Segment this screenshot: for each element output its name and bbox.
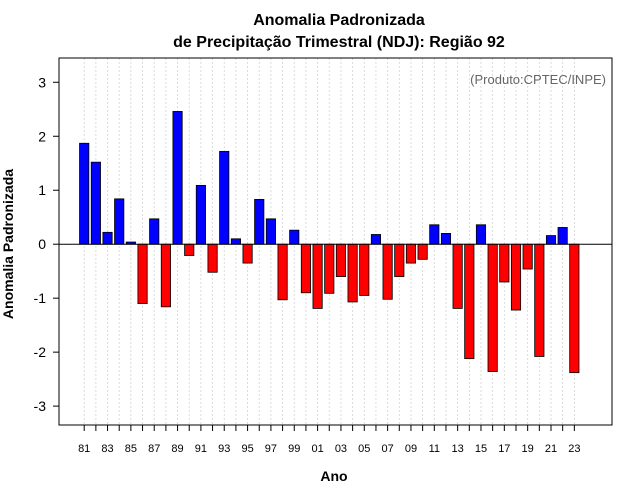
x-tick-label: 93 xyxy=(218,443,230,455)
plot-frame xyxy=(58,57,613,426)
bar-00 xyxy=(300,243,311,294)
y-tick-label: 1 xyxy=(38,182,46,198)
x-tick-label: 23 xyxy=(568,443,580,455)
bar-99 xyxy=(289,229,300,245)
bar-20 xyxy=(534,243,545,357)
x-tick-label: 85 xyxy=(125,443,137,455)
bar-86 xyxy=(137,243,148,304)
bar-09 xyxy=(405,243,417,264)
bar-95 xyxy=(242,243,253,264)
bar-98 xyxy=(277,243,288,301)
bar-81 xyxy=(79,142,90,245)
x-tick-label: 97 xyxy=(265,443,277,455)
bar-11 xyxy=(429,224,440,245)
y-tick-label: 0 xyxy=(38,236,46,252)
bar-91 xyxy=(195,184,206,245)
bar-10 xyxy=(417,243,428,260)
bar-96 xyxy=(254,198,265,245)
x-tick-label: 87 xyxy=(148,443,160,455)
x-tick-label: 21 xyxy=(545,443,557,455)
y-tick-label: -2 xyxy=(34,344,47,360)
bar-93 xyxy=(219,150,230,245)
x-tick-label: 83 xyxy=(101,443,113,455)
y-axis: -3 -2 -1 0 1 2 3 xyxy=(34,74,59,414)
x-tick-label: 13 xyxy=(452,443,464,455)
bar-88 xyxy=(160,243,171,308)
y-tick-label: 2 xyxy=(38,128,46,144)
bar-16 xyxy=(487,243,498,372)
bar-21 xyxy=(545,235,557,245)
x-tick-label: 15 xyxy=(475,443,487,455)
bar-22 xyxy=(557,227,568,245)
bar-15 xyxy=(475,224,487,245)
bar-23 xyxy=(569,243,580,374)
x-axis: 81 83 85 87 89 91 93 95 97 99 01 03 05 07 09 11 13 15 17 19… xyxy=(78,425,580,455)
bar-08 xyxy=(394,243,405,277)
chart-title-line1: Anomalia Padronizada xyxy=(253,12,425,29)
x-tick-label: 17 xyxy=(498,443,510,455)
bar-03 xyxy=(335,243,346,277)
bar-17 xyxy=(499,243,510,283)
bar-05 xyxy=(359,243,370,296)
bars xyxy=(79,111,580,374)
bar-13 xyxy=(452,243,463,309)
x-tick-label: 95 xyxy=(241,443,253,455)
bar-12 xyxy=(440,232,452,245)
x-tick-label: 03 xyxy=(335,443,347,455)
bar-92 xyxy=(207,243,218,273)
bar-02 xyxy=(324,243,335,294)
x-axis-label: Ano xyxy=(320,468,347,484)
x-tick-label: 09 xyxy=(405,443,417,455)
bar-87 xyxy=(149,218,160,245)
x-tick-label: 89 xyxy=(171,443,183,455)
bar-90 xyxy=(184,243,195,256)
y-tick-label: -1 xyxy=(34,290,47,306)
x-tick-label: 01 xyxy=(311,443,323,455)
bar-84 xyxy=(114,198,125,245)
x-tick-label: 19 xyxy=(522,443,534,455)
x-tick-label: 05 xyxy=(358,443,370,455)
x-tick-label: 91 xyxy=(195,443,207,455)
x-tick-label: 11 xyxy=(429,443,440,455)
x-tick-label: 81 xyxy=(78,443,90,455)
y-tick-label: 3 xyxy=(38,74,46,90)
bar-04 xyxy=(347,243,358,303)
bar-07 xyxy=(382,243,393,300)
bar-01 xyxy=(312,243,323,309)
bar-06 xyxy=(370,234,381,245)
bar-97 xyxy=(265,218,276,245)
bar-89 xyxy=(172,111,183,245)
bar-94 xyxy=(230,238,241,245)
y-axis-label: Anomalia Padronizada xyxy=(0,169,16,319)
y-tick-label: -3 xyxy=(34,398,47,414)
bar-18 xyxy=(510,243,522,311)
x-tick-label: 07 xyxy=(381,443,393,455)
bar-14 xyxy=(464,243,475,360)
bar-82 xyxy=(90,161,101,245)
chart-title-line2: de Precipitação Trimestral (NDJ): Região… xyxy=(173,34,505,51)
source-annotation: (Produto:CPTEC/INPE) xyxy=(470,72,606,87)
bar-83 xyxy=(102,231,113,245)
bar-19 xyxy=(522,243,533,270)
grid xyxy=(83,58,575,425)
x-tick-label: 99 xyxy=(288,443,300,455)
